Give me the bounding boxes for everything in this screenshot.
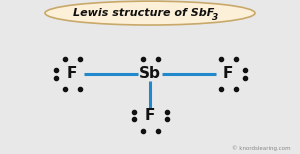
Text: © knordslearing.com: © knordslearing.com bbox=[232, 145, 291, 151]
Text: Sb: Sb bbox=[139, 66, 161, 81]
Text: F: F bbox=[67, 66, 77, 81]
Text: F: F bbox=[223, 66, 233, 81]
Text: F: F bbox=[145, 108, 155, 123]
Text: Lewis structure of SbF: Lewis structure of SbF bbox=[73, 8, 215, 18]
Text: 3: 3 bbox=[212, 13, 218, 22]
Ellipse shape bbox=[45, 1, 255, 25]
